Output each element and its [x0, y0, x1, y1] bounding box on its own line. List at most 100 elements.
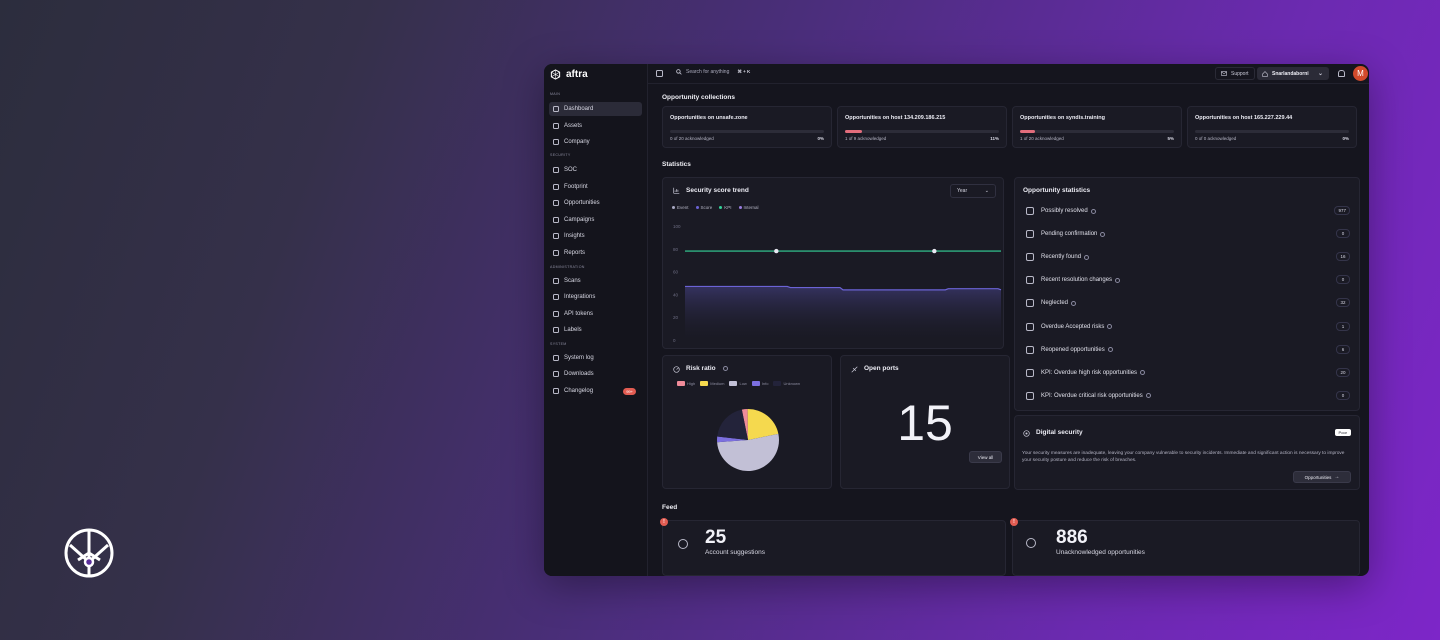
sidebar-item-insights[interactable]: Insights: [549, 229, 642, 243]
sidebar-item-opportunities[interactable]: Opportunities: [549, 196, 642, 210]
app-logo[interactable]: aftra: [550, 69, 588, 80]
sidebar-item-label: System log: [564, 355, 594, 361]
reports-icon: [553, 250, 559, 256]
stat-count: 20: [1336, 367, 1350, 377]
info-icon[interactable]: [1090, 208, 1096, 214]
stat-row[interactable]: Reopened opportunities 6: [1026, 343, 1350, 357]
legend-item[interactable]: KPI: [719, 205, 732, 210]
org-selector[interactable]: Snarlandaborni ⌄: [1257, 67, 1329, 80]
bell-icon[interactable]: [1338, 70, 1345, 77]
opportunities-button-label: Opportunities: [1304, 474, 1332, 480]
stat-count: 1: [1336, 321, 1350, 331]
support-button[interactable]: Support: [1215, 67, 1255, 80]
legend-item[interactable]: Event: [672, 205, 689, 210]
info-icon[interactable]: [1100, 231, 1106, 237]
recycle-icon: [1026, 207, 1034, 215]
view-all-button[interactable]: View all: [969, 451, 1002, 463]
pie-slice-info[interactable]: [717, 436, 748, 443]
security-rating-badge: Poor: [1334, 429, 1351, 436]
collection-card[interactable]: Opportunities on syndis.training 1 of 20 …: [1012, 106, 1182, 148]
risk-legend-item[interactable]: Unknown: [773, 381, 800, 387]
sidebar-item-assets[interactable]: Assets: [549, 119, 642, 133]
sidebar-item-downloads[interactable]: Downloads: [549, 367, 642, 381]
avatar[interactable]: M: [1353, 66, 1368, 81]
period-value: Year: [957, 188, 968, 194]
info-icon[interactable]: [1084, 254, 1090, 260]
sidebar-item-changelog[interactable]: Changelog 99+: [549, 384, 642, 398]
sidebar-item-footprint[interactable]: Footprint: [549, 180, 642, 194]
info-icon[interactable]: [1140, 370, 1146, 376]
risk-legend-item[interactable]: Low: [729, 381, 747, 387]
risk-legend-label: Low: [739, 381, 747, 386]
sidebar-item-system-log[interactable]: System log: [549, 351, 642, 365]
collection-card[interactable]: Opportunities on host 134.209.186.215 1 o…: [837, 106, 1007, 148]
legend-item[interactable]: Score: [695, 205, 712, 210]
pie-slice-high[interactable]: [741, 409, 748, 440]
stat-row[interactable]: Recent resolution changes 0: [1026, 273, 1350, 287]
feed-value: 886: [1056, 527, 1088, 548]
sidebar-item-integrations[interactable]: Integrations: [549, 290, 642, 304]
opportunity-stats-title: Opportunity statistics: [1023, 187, 1091, 194]
opportunities-icon: [553, 200, 559, 206]
chevron-down-icon: ⌄: [984, 188, 989, 194]
key-icon: [553, 311, 559, 317]
topbar: Search for anything ⌘ + K Support Snarla…: [648, 64, 1369, 84]
info-icon[interactable]: [1145, 393, 1151, 399]
sidebar-item-soc[interactable]: SOC: [549, 163, 642, 177]
sidebar-item-api-tokens[interactable]: API tokens: [549, 307, 642, 321]
reopen-icon: [1026, 345, 1034, 354]
neglected-icon: [1026, 299, 1034, 308]
sidebar-item-reports[interactable]: Reports: [549, 246, 642, 260]
info-icon[interactable]: [1107, 324, 1113, 329]
sidebar-item-campaigns[interactable]: Campaigns: [549, 213, 642, 227]
stat-row[interactable]: Overdue Accepted risks 1: [1026, 320, 1350, 334]
risk-legend-item[interactable]: Info: [751, 381, 768, 387]
chart-legend: Event Score KPI Internal: [672, 205, 759, 210]
activity-icon: [1026, 253, 1034, 262]
risk-legend-item[interactable]: Medium: [700, 381, 724, 387]
sidebar-item-dashboard[interactable]: Dashboard: [549, 102, 642, 116]
lightbulb-icon: [1026, 538, 1036, 548]
event-marker[interactable]: [774, 248, 779, 254]
legend-item[interactable]: Internal: [738, 205, 759, 210]
feed-item[interactable]: 25 Account suggestions: [662, 520, 1006, 576]
company-icon: [553, 139, 559, 145]
stat-label: Reopened opportunities: [1041, 346, 1105, 353]
sidebar-item-company[interactable]: Company: [549, 135, 642, 149]
search-bar[interactable]: Search for anything ⌘ + K: [676, 69, 750, 75]
score-trend-chart: 100 80 60 40 20 0: [673, 224, 1002, 343]
sidebar-item-scans[interactable]: Scans: [549, 274, 642, 288]
stat-row[interactable]: Possibly resolved 977: [1026, 204, 1350, 218]
risk-legend-item[interactable]: High: [677, 381, 695, 387]
main-content: Opportunity collections Opportunities on…: [648, 84, 1369, 576]
collection-progress: [1020, 130, 1174, 133]
feed-item[interactable]: 886 Unacknowledged opportunities: [1012, 520, 1360, 576]
stat-row[interactable]: Pending confirmation 0: [1026, 227, 1350, 241]
collection-card[interactable]: Opportunities on unsafe.zone 0 of 20 ackn…: [662, 106, 832, 148]
sidebar-toggle-icon[interactable]: [656, 70, 663, 77]
info-icon[interactable]: [1115, 277, 1121, 283]
info-icon[interactable]: [723, 366, 728, 371]
pie-slice-unknown[interactable]: [717, 409, 748, 440]
stat-row[interactable]: KPI: Overdue critical risk opportunities…: [1026, 389, 1350, 403]
info-icon[interactable]: [1071, 300, 1077, 306]
pie-slice-medium[interactable]: [747, 409, 779, 440]
event-marker[interactable]: [932, 248, 937, 254]
sidebar-item-label: Dashboard: [564, 106, 594, 112]
stat-row[interactable]: Recently found 16: [1026, 250, 1350, 264]
opportunities-button[interactable]: Opportunities →: [1293, 471, 1351, 483]
collection-title: Opportunities on host 134.209.186.215: [845, 115, 946, 121]
collection-progress: [670, 130, 824, 133]
pie-slice-low[interactable]: [717, 433, 779, 471]
collection-card[interactable]: Opportunities on host 165.227.229.44 0 of…: [1187, 106, 1357, 148]
info-icon[interactable]: [1107, 347, 1113, 353]
statistics-heading: Statistics: [662, 161, 691, 168]
stat-row[interactable]: KPI: Overdue high risk opportunities 20: [1026, 366, 1350, 380]
risk-pie-chart: [717, 409, 779, 471]
stat-row[interactable]: Neglected 32: [1026, 296, 1350, 310]
sidebar-item-labels[interactable]: Labels: [549, 323, 642, 337]
period-select[interactable]: Year ⌄: [950, 184, 996, 198]
chart-icon: [673, 187, 680, 194]
risk-legend-swatch: [700, 381, 709, 387]
download-icon: [553, 371, 559, 377]
